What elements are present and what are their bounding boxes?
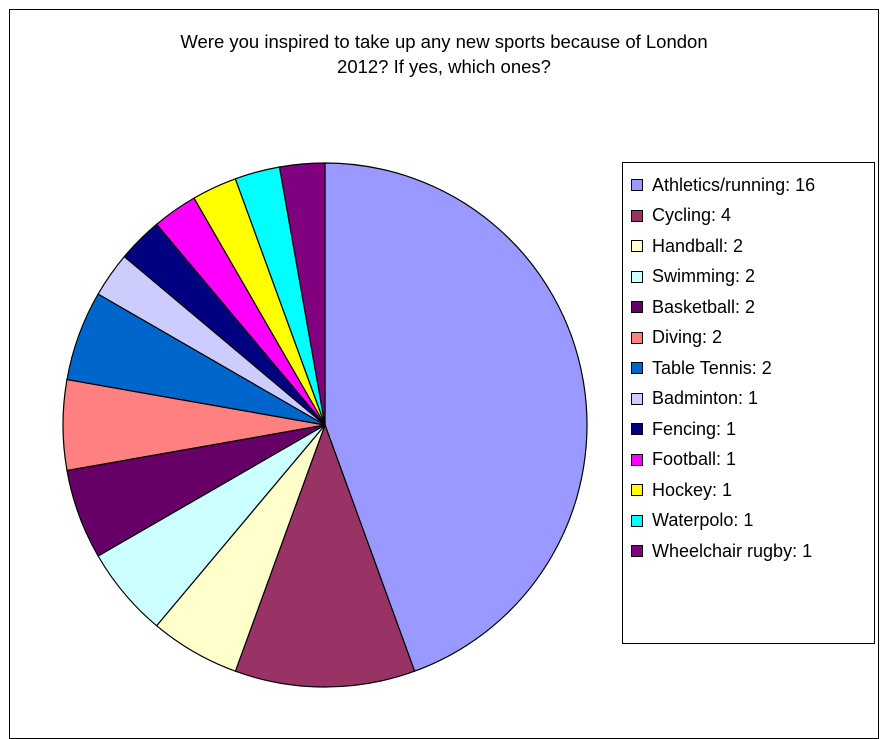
legend-item: Hockey: 1 xyxy=(631,478,732,502)
legend-item: Basketball: 2 xyxy=(631,295,755,319)
legend-swatch xyxy=(631,484,643,496)
legend-label: Wheelchair rugby: 1 xyxy=(652,540,813,561)
legend-item: Football: 1 xyxy=(631,448,736,472)
legend-label: Fencing: 1 xyxy=(652,418,737,439)
legend-label: Basketball: 2 xyxy=(652,296,756,317)
legend-item: Cycling: 4 xyxy=(631,204,731,228)
legend-item: Athletics/running: 16 xyxy=(631,173,815,197)
legend-label: Football: 1 xyxy=(652,449,737,469)
legend-swatch xyxy=(631,270,643,283)
legend-swatch xyxy=(631,453,643,466)
legend-label: Hockey: 1 xyxy=(652,479,733,500)
legend-label: Swimming: 2 xyxy=(652,266,756,286)
legend-label: Badminton: 1 xyxy=(652,388,759,408)
legend-item: Handball: 2 xyxy=(631,234,743,258)
legend-swatch xyxy=(631,362,643,374)
chart-title-line-1: Were you inspired to take up any new spo… xyxy=(180,31,708,52)
legend-item: Swimming: 2 xyxy=(631,265,755,289)
legend-label: Table Tennis: 2 xyxy=(652,357,772,378)
legend-swatch xyxy=(631,514,643,527)
chart-title-line-2: 2012? If yes, which ones? xyxy=(337,56,551,77)
legend-swatch xyxy=(631,301,643,313)
legend-item: Diving: 2 xyxy=(631,326,722,350)
legend-swatch xyxy=(631,209,643,222)
legend-label: Diving: 2 xyxy=(652,327,723,347)
legend-item: Table Tennis: 2 xyxy=(631,356,772,380)
pie-slice-wheelchair-rugby xyxy=(278,162,326,426)
legend-label: Handball: 2 xyxy=(652,235,744,256)
legend-swatch xyxy=(631,331,643,344)
legend-label: Waterpolo: 1 xyxy=(652,510,754,530)
legend-swatch xyxy=(631,423,643,435)
legend-item: Waterpolo: 1 xyxy=(631,509,753,533)
legend-swatch xyxy=(631,179,643,191)
pie-slice-athletics-running xyxy=(324,162,588,672)
chart-legend: Athletics/running: 16 Cycling: 4 Handball:… xyxy=(622,162,875,644)
legend-swatch xyxy=(631,545,643,557)
legend-swatch xyxy=(631,392,643,405)
legend-label: Athletics/running: 16 xyxy=(652,174,816,195)
legend-item: Wheelchair rugby: 1 xyxy=(631,539,812,563)
chart-title: Were you inspired to take up any new spo… xyxy=(9,29,879,79)
legend-item: Fencing: 1 xyxy=(631,417,736,441)
legend-swatch xyxy=(631,240,643,252)
legend-label: Cycling: 4 xyxy=(652,205,732,225)
legend-item: Badminton: 1 xyxy=(631,387,758,411)
pie-slice-cycling xyxy=(234,424,416,688)
